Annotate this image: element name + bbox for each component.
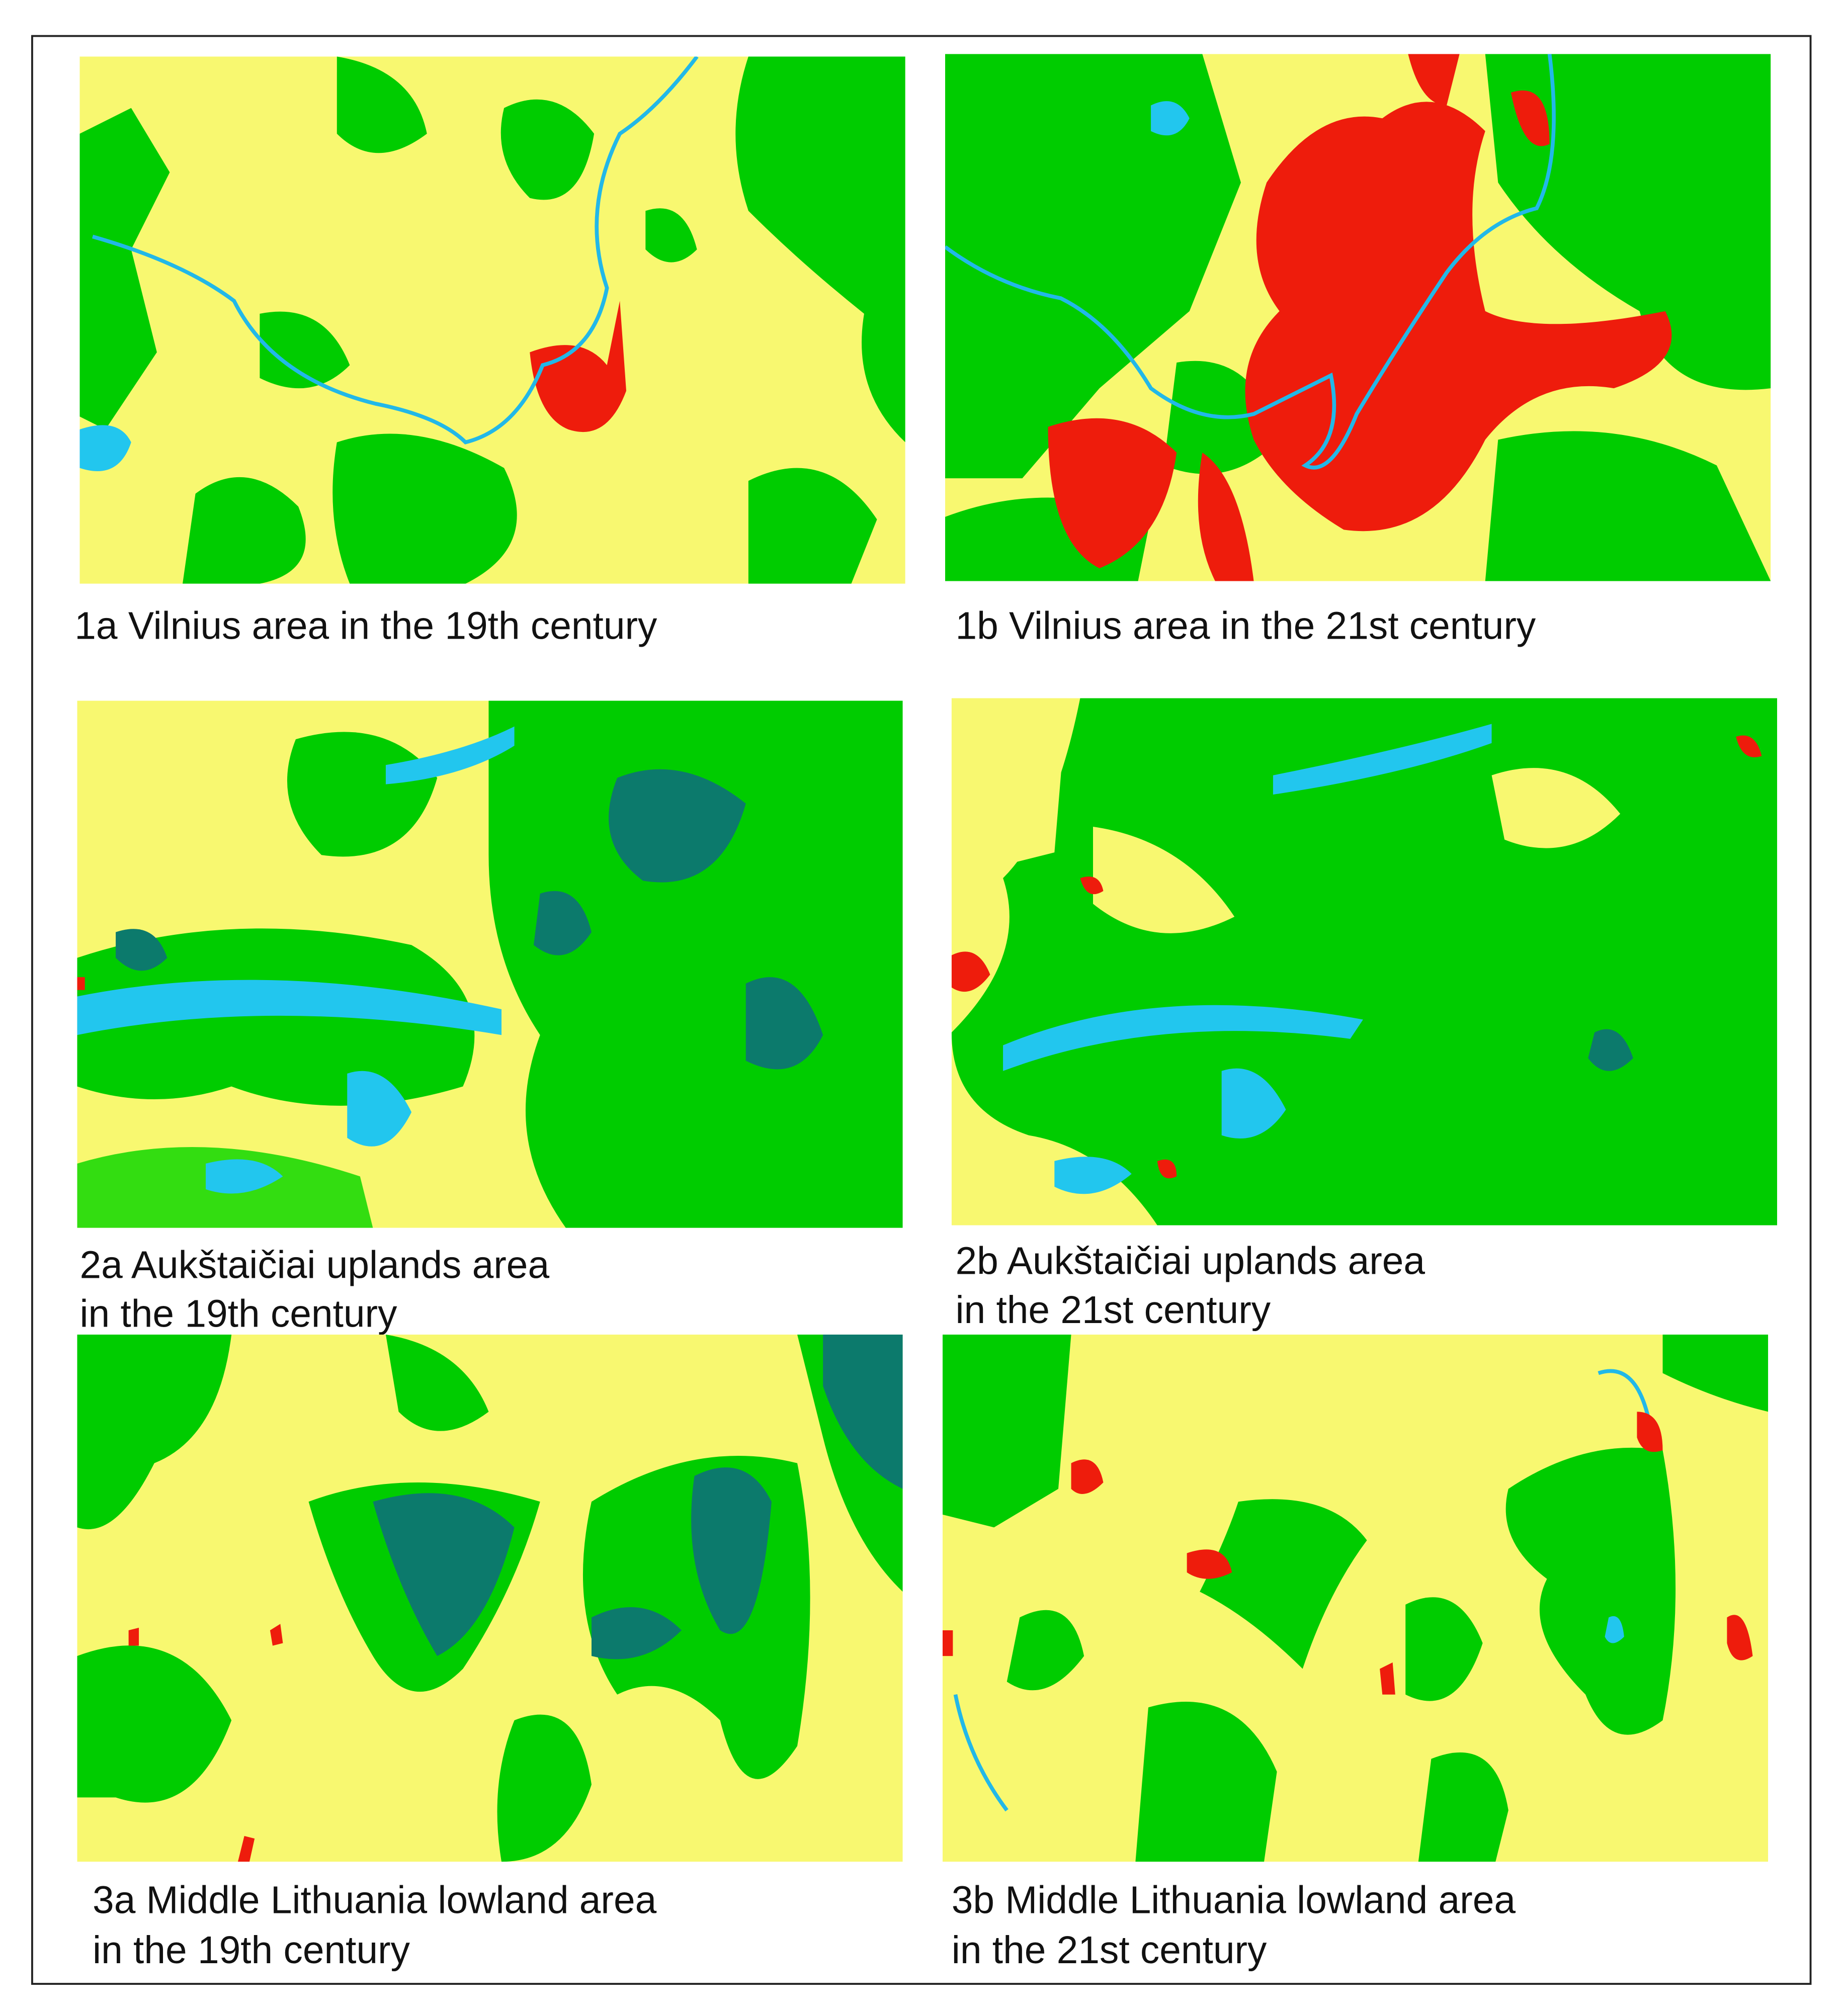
caption: in the 19th century <box>93 1929 410 1972</box>
caption: 2a Aukštaičiai uplands area <box>80 1244 550 1286</box>
map-2b <box>951 698 1778 1225</box>
map-1a <box>79 56 905 584</box>
caption: 1a Vilnius area in the 19th century <box>74 605 657 648</box>
map-2a <box>77 700 903 1228</box>
map-1b <box>945 54 1771 581</box>
caption: 1b Vilnius area in the 21st century <box>955 605 1536 648</box>
caption: in the 21st century <box>955 1289 1271 1332</box>
map-3b <box>942 1334 1769 1862</box>
caption: 2b Aukštaičiai uplands area <box>955 1240 1425 1283</box>
caption: 3b Middle Lithuania lowland area <box>952 1879 1516 1921</box>
caption: 3a Middle Lithuania lowland area <box>93 1879 657 1921</box>
map-3a <box>77 1334 903 1862</box>
caption: in the 19th century <box>80 1293 398 1336</box>
caption: in the 21st century <box>952 1929 1267 1972</box>
